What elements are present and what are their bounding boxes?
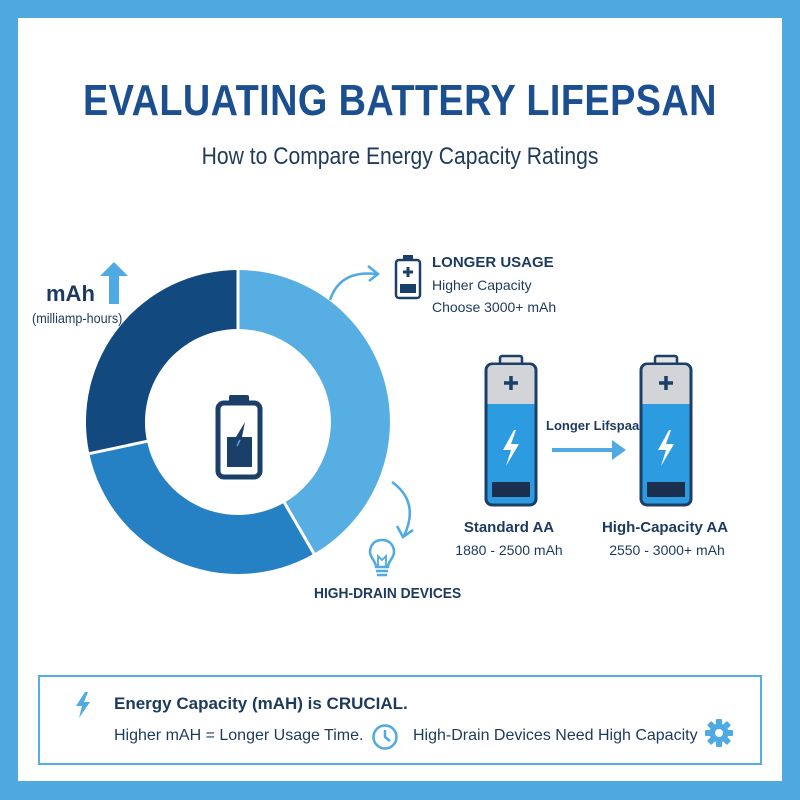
donut-segment-dark: [86, 270, 238, 454]
curved-arrow-down-icon: [391, 480, 414, 539]
standard-aa-range: 1880 - 2500 mAh: [455, 542, 563, 558]
lightning-icon: [76, 692, 90, 718]
info-usage-time: Higher mAH = Longer Usage Time.: [114, 727, 364, 744]
donut-segment-light: [238, 270, 390, 554]
battery-plus-icon: [394, 255, 422, 300]
high-capacity-aa-battery-icon: [639, 354, 693, 507]
info-box: [38, 675, 762, 765]
mah-sublabel: (milliamp-hours): [32, 310, 123, 326]
high-capacity-aa-label: High-Capacity AA: [601, 519, 729, 536]
longer-usage-line2: Choose 3000+ mAh: [432, 299, 557, 315]
page-subtitle: How to Compare Energy Capacity Ratings: [201, 143, 599, 170]
longer-usage-title: LONGER USAGE: [432, 254, 554, 271]
longer-lifespan-label: Longer Lifspaan: [546, 418, 648, 433]
lightbulb-icon: [368, 538, 396, 577]
curved-arrow-icon: [328, 265, 381, 301]
info-headline: Energy Capacity (mAH) is CRUCIAL.: [114, 694, 408, 713]
battery-charging-icon: [215, 395, 263, 480]
clock-icon: [372, 724, 398, 750]
arrow-up-icon: [100, 262, 128, 304]
capacity-donut-chart: [86, 270, 390, 574]
longer-usage-line1: Higher Capacity: [432, 277, 532, 293]
high-drain-label: HIGH-DRAIN DEVICES: [314, 585, 462, 602]
standard-aa-battery-icon: [484, 354, 538, 507]
donut-segment-medium: [89, 441, 314, 574]
standard-aa-label: Standard AA: [463, 519, 555, 536]
mah-label: mAh: [46, 281, 95, 306]
high-capacity-aa-range: 2550 - 3000+ mAh: [609, 542, 725, 558]
page-title: EVALUATING BATTERY LIFEPSAN: [83, 76, 717, 125]
arrow-right-icon: [552, 440, 626, 460]
info-high-drain: High-Drain Devices Need High Capacity: [413, 727, 698, 744]
gear-icon: [705, 719, 733, 747]
